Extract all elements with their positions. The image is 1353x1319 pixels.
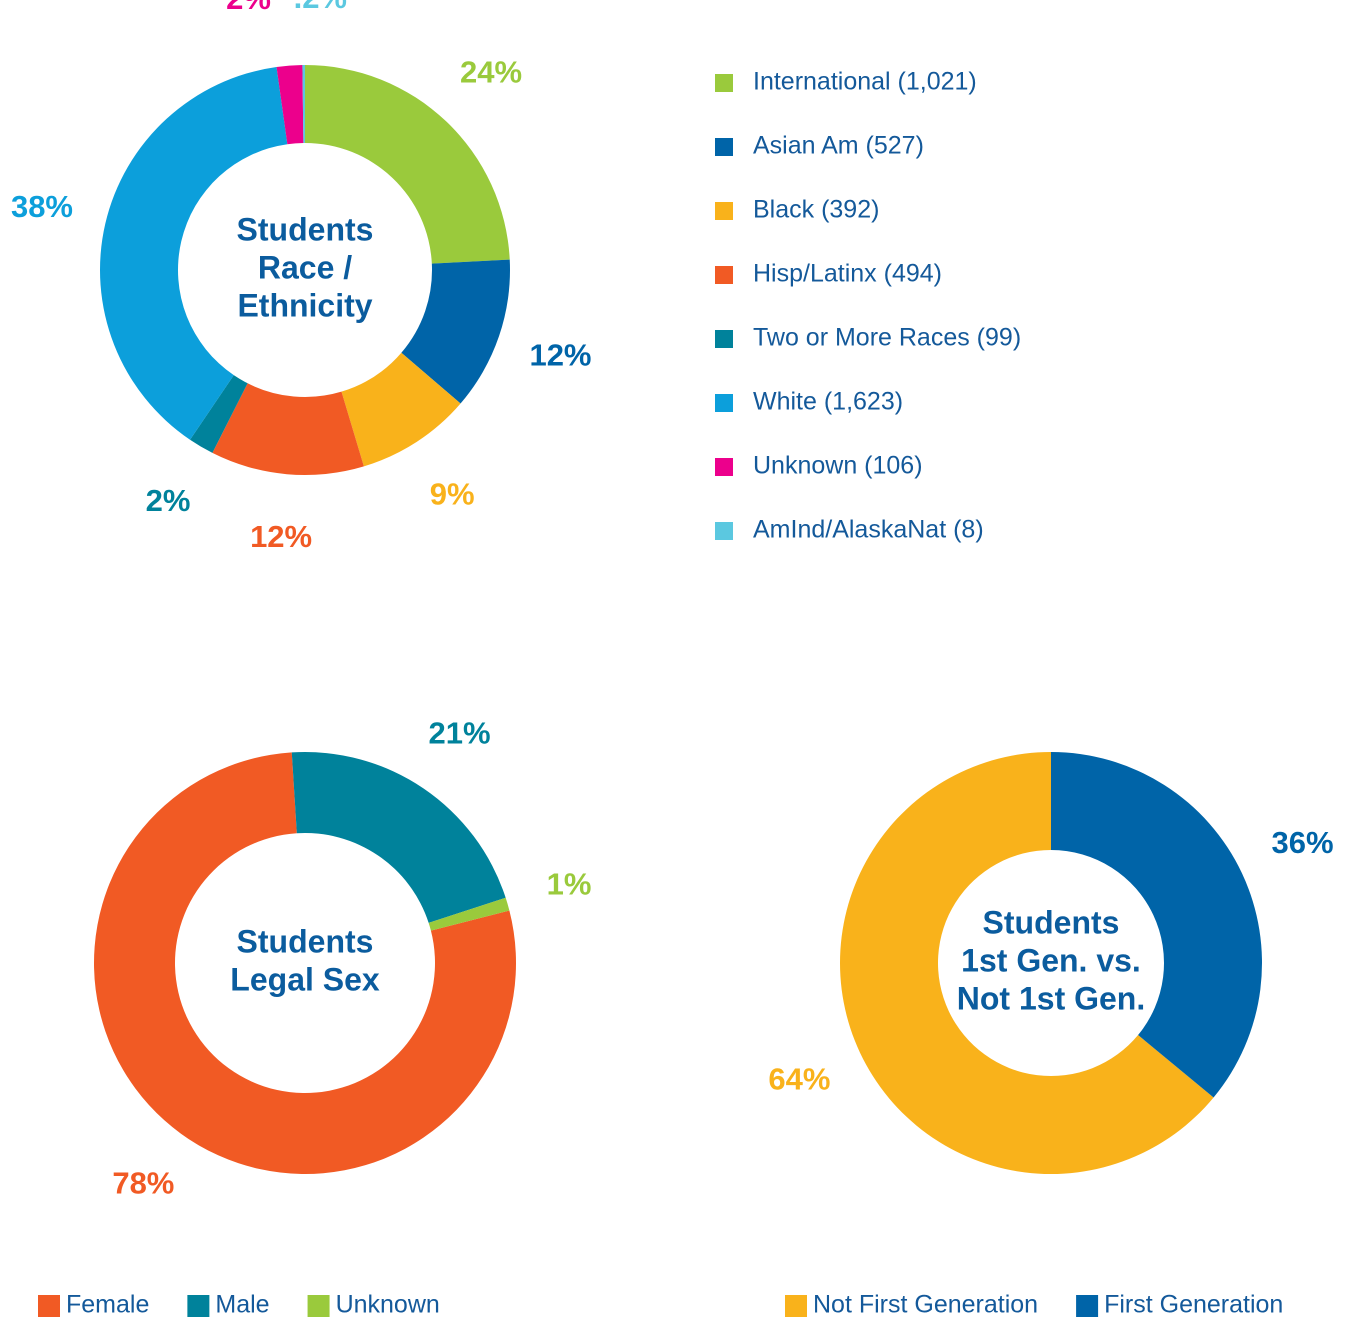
legend-label: Unknown (106) [753,452,923,480]
donut-segment [212,383,364,475]
donut-segment [1051,752,1262,1098]
donut-segment [190,375,248,453]
legend-swatch [715,202,733,220]
legend: Not First Generation First Generation [785,1291,1283,1319]
legend: International (1,021) Asian Am (527) Black… [715,68,1021,544]
center-title: Students [237,211,374,247]
donut-segment [305,65,510,264]
center-title: Students [237,923,374,959]
value-label: 24% [460,54,522,89]
value-label: 64% [768,1062,830,1097]
value-label: 2% [146,483,191,518]
legend-label: Not First Generation [813,1291,1038,1319]
legend-swatch [715,458,733,476]
value-label: 12% [529,338,591,373]
legend-swatch [1076,1295,1099,1317]
donut-segment [276,65,304,145]
legend-label: AmInd/AlaskaNat (8) [753,516,984,544]
center-title: Legal Sex [230,961,380,997]
center-title: Students [983,904,1120,940]
value-label: 36% [1272,825,1334,860]
donut-segment [94,752,517,1175]
donut-segment [100,66,288,440]
donut-segment [341,352,461,467]
legend-label: White (1,623) [753,388,903,416]
donut-segment [291,752,506,923]
legend-label: First Generation [1104,1291,1283,1319]
legend-label: Hisp/Latinx (494) [753,260,942,288]
donut-segment [401,259,510,404]
legend-swatch [187,1295,210,1317]
legend-label: International (1,021) [753,68,977,96]
center-title: Not 1st Gen. [957,980,1145,1016]
value-label: 21% [429,716,491,751]
value-label: 12% [250,519,312,554]
legend: Female Male Unknown [38,1291,440,1319]
value-label: 38% [11,189,73,224]
center-title: Race / [258,249,352,285]
value-label: 2% [226,0,271,16]
legend-label: Female [66,1291,149,1319]
legend-label: Two or More Races (99) [753,324,1021,352]
legend-swatch [307,1295,330,1317]
center-title: Ethnicity [237,287,372,323]
legend-label: Black (392) [753,196,879,224]
center-title: 1st Gen. vs. [961,942,1141,978]
value-label: 78% [112,1166,174,1201]
legend-swatch [715,522,733,540]
legend-label: Asian Am (527) [753,132,924,160]
value-label: 9% [430,477,475,512]
donut-segment [302,65,305,144]
legend-swatch [715,330,733,348]
value-label: .2% [294,0,347,15]
legend-swatch [715,394,733,412]
value-label: 1% [547,866,592,901]
donut-segment [840,752,1214,1175]
donut-segment [428,897,510,931]
legend-swatch [715,74,733,92]
legend-swatch [715,266,733,284]
legend-swatch [38,1295,60,1317]
legend-swatch [715,138,733,156]
legend-label: Unknown [336,1291,440,1319]
legend-label: Male [215,1291,269,1319]
legend-swatch [785,1295,807,1317]
